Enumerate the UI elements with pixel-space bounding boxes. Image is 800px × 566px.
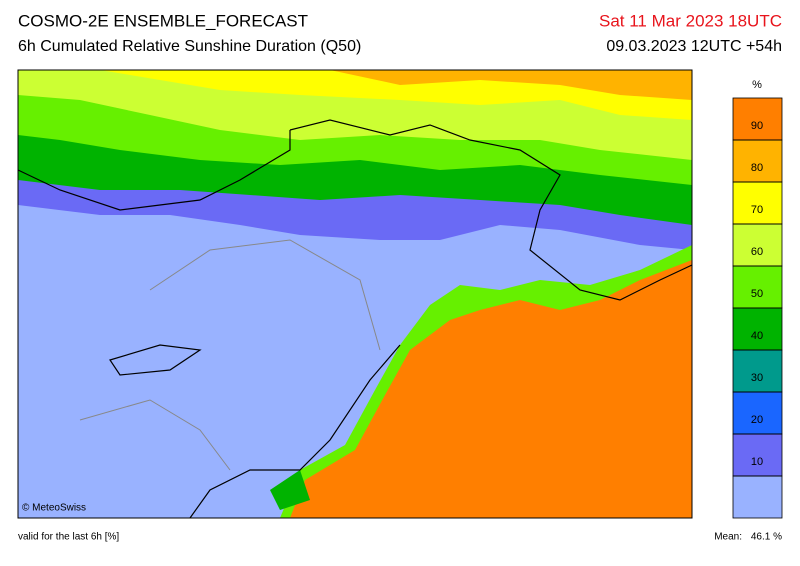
legend-tick-label: 20	[751, 414, 763, 426]
run-time: 09.03.2023 12UTC +54h	[606, 38, 782, 55]
legend-tick-label: 50	[751, 288, 763, 300]
legend-swatch	[732, 265, 783, 309]
title: COSMO-2E ENSEMBLE_FORECAST	[18, 11, 308, 30]
map: © MeteoSwiss	[17, 69, 693, 519]
legend-tick-label: 10	[751, 456, 763, 468]
legend-tick-label: 30	[751, 372, 763, 384]
mean-label: Mean:	[714, 532, 742, 543]
legend-tick-label: 70	[751, 204, 763, 216]
legend-tick-label: 90	[751, 120, 763, 132]
footer-note: valid for the last 6h [%]	[18, 532, 119, 543]
legend-swatch	[732, 349, 783, 393]
legend-swatch	[732, 475, 783, 519]
legend-tick-label: 40	[751, 330, 763, 342]
valid-time: Sat 11 Mar 2023 18UTC	[599, 11, 782, 30]
legend-tick-label: 60	[751, 246, 763, 258]
copyright: © MeteoSwiss	[22, 503, 86, 514]
legend-swatch	[732, 433, 783, 477]
mean-value: 46.1 %	[751, 532, 782, 543]
legend: % 10 20 30 40 50 60 70 80 90	[732, 79, 783, 519]
legend-tick-label: 80	[751, 162, 763, 174]
legend-swatch	[732, 181, 783, 225]
legend-unit: %	[752, 79, 762, 91]
legend-swatch	[732, 97, 783, 141]
subtitle: 6h Cumulated Relative Sunshine Duration …	[18, 38, 361, 55]
